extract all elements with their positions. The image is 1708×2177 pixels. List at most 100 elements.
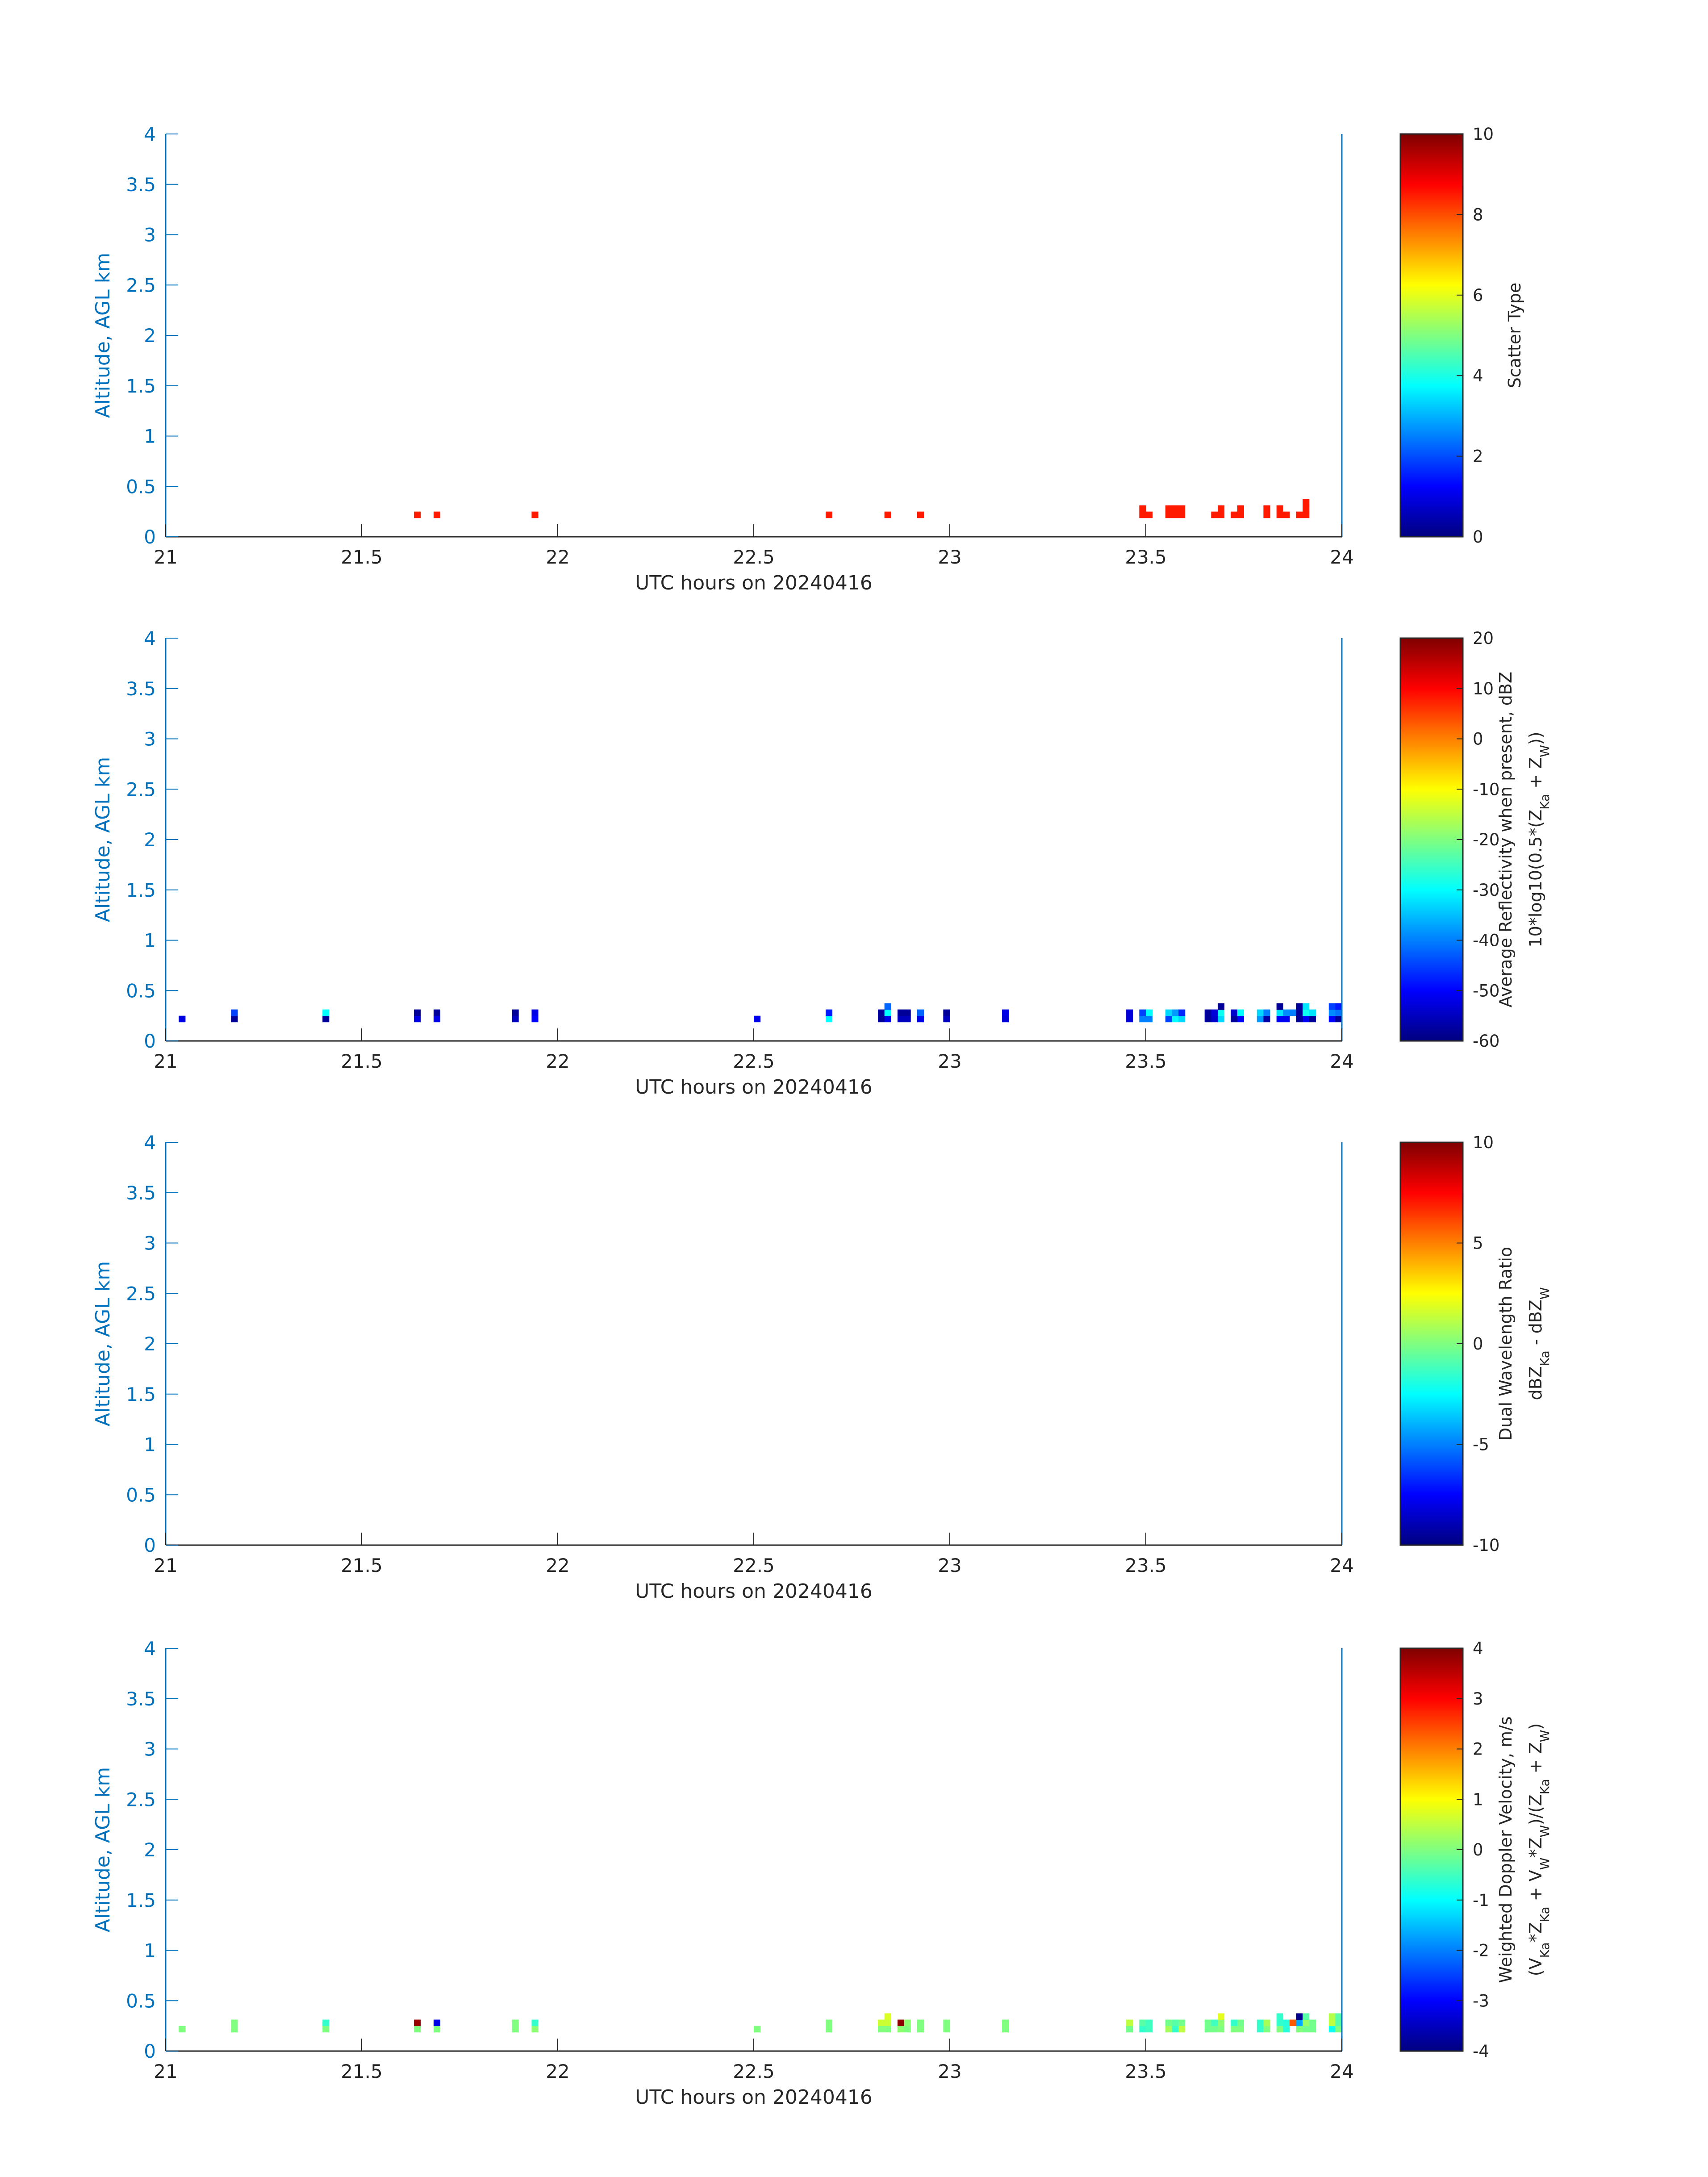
- heatmap-cell: [1309, 2019, 1316, 2027]
- colorbar-label-text: + Z: [1526, 757, 1545, 794]
- y-axis-label: Altitude, AGL km: [92, 253, 114, 418]
- heatmap-cell: [1172, 1015, 1179, 1023]
- heatmap-cell: [1237, 1015, 1244, 1023]
- colorbar-label-subscript: Ka: [1537, 1350, 1552, 1366]
- heatmap-cell: [1276, 505, 1283, 512]
- heatmap-cell: [1217, 1009, 1225, 1016]
- heatmap-cell: [1283, 511, 1290, 518]
- heatmap-cell: [917, 2026, 924, 2033]
- heatmap-cell: [1217, 505, 1225, 512]
- colorbar-label-text: *Z: [1526, 1838, 1545, 1858]
- y-tick-label: 3: [144, 728, 156, 750]
- colorbar-label-subscript: W: [1537, 1858, 1552, 1870]
- x-tick-label: 21: [154, 1050, 177, 1072]
- x-tick-label: 23.5: [1125, 2060, 1167, 2082]
- colorbar-tick-label: -4: [1473, 2042, 1489, 2061]
- y-tick-label: 1.5: [126, 1383, 156, 1405]
- heatmap-cell: [1237, 2019, 1244, 2027]
- heatmap-cell: [1276, 1003, 1283, 1010]
- heatmap-cell: [917, 2019, 924, 2027]
- heatmap-cell: [1296, 2013, 1303, 2020]
- heatmap-cell: [917, 511, 924, 518]
- colorbar-tick-label: 4: [1473, 366, 1483, 385]
- heatmap-cell: [1165, 1009, 1173, 1016]
- heatmap-cell: [897, 2019, 905, 2027]
- heatmap-cell: [1165, 2026, 1173, 2033]
- heatmap-cell: [1257, 2026, 1264, 2033]
- heatmap-cell: [1237, 505, 1244, 512]
- heatmap-cell: [904, 1015, 911, 1023]
- heatmap-cell: [943, 2026, 950, 2033]
- heatmap-cell: [414, 511, 421, 518]
- heatmap-cell: [1335, 1009, 1342, 1016]
- heatmap-cell: [531, 1015, 539, 1023]
- heatmap-cell: [1303, 499, 1310, 506]
- heatmap-cell: [433, 2026, 441, 2033]
- heatmap-cell: [1328, 1015, 1336, 1023]
- y-tick-label: 0.5: [126, 980, 156, 1002]
- heatmap-cell: [1165, 1015, 1173, 1023]
- heatmap-cell: [531, 2019, 539, 2027]
- y-tick-label: 0: [144, 1534, 156, 1556]
- x-tick-label: 21: [154, 546, 177, 568]
- colorbar-scale: [1399, 1141, 1464, 1546]
- heatmap-cell: [1146, 511, 1153, 518]
- heatmap-cell: [1172, 505, 1179, 512]
- heatmap-cell: [1172, 2026, 1179, 2033]
- colorbar-label-text: dBZ: [1526, 1366, 1545, 1400]
- heatmap-cell: [1178, 1015, 1186, 1023]
- heatmap-cell: [414, 1009, 421, 1016]
- colorbar-label-subscript: Ka: [1537, 1906, 1552, 1922]
- heatmap-cell: [1303, 1009, 1310, 1016]
- y-tick-label: 3: [144, 224, 156, 246]
- heatmap-cell: [531, 2026, 539, 2033]
- heatmap-cell: [1126, 2026, 1133, 2033]
- heatmap-cell: [1231, 2026, 1238, 2033]
- x-tick-label: 22.5: [733, 546, 775, 568]
- colorbar-tick-label: 0: [1473, 730, 1483, 749]
- colorbar-scale: [1399, 133, 1464, 538]
- heatmap-cell: [897, 1015, 905, 1023]
- heatmap-cell: [1002, 1015, 1009, 1023]
- colorbar-scale: [1399, 1647, 1464, 2052]
- x-tick-label: 22: [546, 546, 569, 568]
- y-tick-label: 2: [144, 1333, 156, 1355]
- y-tick-label: 4: [144, 123, 156, 145]
- colorbar: 0 2 4 6 8 10 Scatter Type: [1399, 125, 1524, 547]
- colorbar: -10 -5 0 5 10 Dual Wavelength Ratio dBZKa - dB…: [1399, 1133, 1552, 1555]
- heatmap-cell: [1139, 1015, 1146, 1023]
- heatmap-cell: [1139, 505, 1146, 512]
- y-tick-label: 0.5: [126, 476, 156, 497]
- heatmap-cells: [179, 2013, 1342, 2033]
- colorbar-label-text: *Z: [1526, 1922, 1545, 1942]
- heatmap-cell: [1172, 2019, 1179, 2027]
- heatmap-cell: [414, 1015, 421, 1023]
- heatmap-cell: [1263, 505, 1270, 512]
- heatmap-cell: [1204, 1009, 1211, 1016]
- heatmap-cell: [884, 1009, 891, 1016]
- heatmap-cells: [414, 499, 1310, 518]
- colorbar-label-line: Weighted Doppler Velocity, m/s: [1496, 1716, 1516, 1983]
- x-tick-label: 21: [154, 2060, 177, 2082]
- y-tick-label: 2: [144, 325, 156, 347]
- heatmap-cell: [1217, 1003, 1225, 1010]
- heatmap-cell: [231, 1015, 238, 1023]
- colorbar-tick-label: -40: [1473, 931, 1499, 950]
- colorbar-tick-label: -5: [1473, 1435, 1489, 1454]
- colorbar-label-text: Weighted Doppler Velocity, m/s: [1496, 1716, 1516, 1983]
- heatmap-cell: [1303, 511, 1310, 518]
- heatmap-cell: [917, 1009, 924, 1016]
- heatmap-cell: [1126, 2019, 1133, 2027]
- colorbar-label-text: Scatter Type: [1505, 283, 1524, 388]
- colorbar-tick-label: -1: [1473, 1891, 1489, 1910]
- heatmap-cell: [1257, 2019, 1264, 2027]
- colorbar-label-subscript: W: [1537, 745, 1552, 757]
- colorbar-tick-label: -20: [1473, 830, 1499, 849]
- heatmap-cell: [1296, 511, 1303, 518]
- y-axis-label: Altitude, AGL km: [92, 1767, 114, 1932]
- colorbar-tick-label: -2: [1473, 1941, 1489, 1960]
- colorbar-label-text: - dBZ: [1526, 1300, 1545, 1350]
- colorbar-label-text: )/(Z: [1526, 1794, 1545, 1825]
- y-tick-label: 0: [144, 1030, 156, 1052]
